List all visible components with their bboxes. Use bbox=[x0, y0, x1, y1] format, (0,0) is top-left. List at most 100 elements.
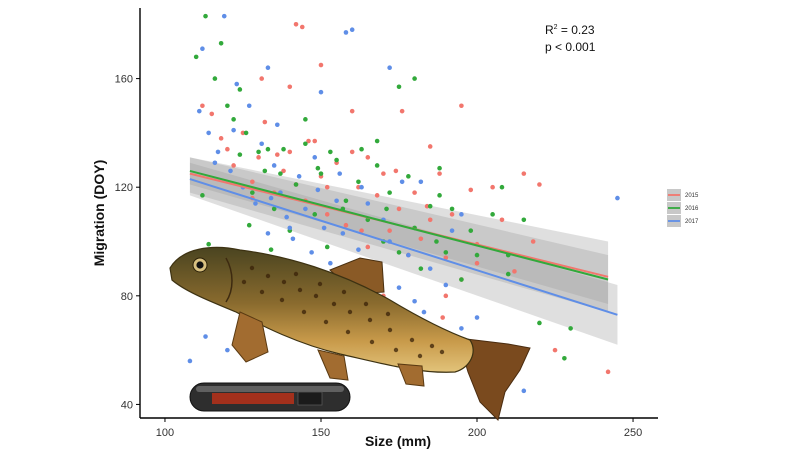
r2-label: R bbox=[545, 23, 554, 37]
point-2017 bbox=[521, 388, 527, 394]
point-2015 bbox=[437, 171, 442, 176]
legend-label-2016: 2016 bbox=[685, 206, 699, 212]
confidence-bands bbox=[189, 157, 618, 345]
point-2017 bbox=[271, 163, 277, 168]
point-2016 bbox=[212, 76, 218, 81]
trout-tail bbox=[457, 337, 531, 421]
x-axis-title: Size (mm) bbox=[365, 433, 431, 449]
point-2016 bbox=[490, 212, 495, 217]
trout-spot bbox=[369, 339, 375, 345]
point-2017 bbox=[318, 89, 324, 95]
point-2015 bbox=[468, 187, 474, 193]
point-2017 bbox=[396, 285, 402, 290]
trout-spot bbox=[281, 279, 287, 285]
point-2016 bbox=[387, 190, 392, 195]
point-2017 bbox=[343, 30, 349, 35]
point-2016 bbox=[396, 250, 402, 255]
point-2017 bbox=[418, 179, 424, 185]
point-2016 bbox=[406, 174, 411, 179]
point-2017 bbox=[196, 108, 202, 114]
trout-spot bbox=[385, 311, 391, 317]
point-2015 bbox=[459, 103, 464, 109]
point-2017 bbox=[246, 103, 252, 109]
point-2017 bbox=[228, 168, 233, 174]
svg-text:R2 = 0.23: R2 = 0.23 bbox=[545, 23, 595, 37]
point-2016 bbox=[418, 266, 424, 271]
scatter-points bbox=[187, 13, 620, 394]
point-2015 bbox=[324, 212, 330, 217]
point-2016 bbox=[437, 165, 442, 171]
legend-label-2017: 2017 bbox=[685, 219, 699, 225]
point-2016 bbox=[315, 165, 321, 171]
trout-spot bbox=[409, 337, 415, 343]
point-2016 bbox=[243, 130, 249, 136]
regression-line-2017 bbox=[189, 178, 618, 316]
point-2016 bbox=[268, 247, 274, 252]
trout-spot bbox=[417, 353, 423, 359]
point-2015 bbox=[275, 152, 280, 157]
point-2015 bbox=[396, 206, 402, 212]
x-tick-label: 100 bbox=[156, 427, 174, 439]
trout-illustration bbox=[169, 246, 531, 421]
trout-pelvic-fin bbox=[317, 349, 349, 381]
point-2017 bbox=[303, 206, 308, 212]
point-2015 bbox=[374, 193, 380, 198]
point-2017 bbox=[312, 155, 318, 160]
trout-spot bbox=[341, 289, 347, 295]
r2-exponent: 2 bbox=[554, 24, 558, 31]
point-2015 bbox=[287, 149, 293, 155]
point-2015 bbox=[418, 236, 424, 242]
point-2016 bbox=[359, 146, 364, 152]
regression-lines bbox=[189, 169, 618, 316]
point-2017 bbox=[459, 326, 464, 331]
legend: 2015 2016 2017 bbox=[667, 189, 699, 227]
y-tick-label: 160 bbox=[115, 74, 133, 86]
point-2017 bbox=[265, 231, 271, 236]
trout-spot bbox=[265, 273, 271, 279]
point-2017 bbox=[268, 195, 274, 201]
point-2016 bbox=[459, 277, 464, 282]
point-2015 bbox=[521, 171, 527, 176]
point-2016 bbox=[356, 179, 361, 185]
y-tick-label: 80 bbox=[121, 291, 133, 303]
trout-spot bbox=[317, 281, 323, 287]
point-2015 bbox=[499, 217, 505, 223]
trout-spot bbox=[313, 293, 319, 299]
point-2017 bbox=[421, 309, 427, 315]
point-2016 bbox=[449, 206, 455, 212]
point-2017 bbox=[443, 282, 449, 288]
point-2015 bbox=[256, 155, 261, 160]
trout-pectoral-fin bbox=[231, 311, 269, 363]
point-2015 bbox=[443, 293, 449, 299]
point-2015 bbox=[312, 138, 318, 144]
point-2015 bbox=[412, 190, 417, 195]
point-2015 bbox=[365, 244, 371, 250]
point-2015 bbox=[306, 138, 311, 144]
trout-spot bbox=[387, 327, 393, 333]
point-2016 bbox=[200, 193, 205, 198]
point-2015 bbox=[259, 76, 264, 81]
point-2016 bbox=[562, 355, 567, 361]
point-2017 bbox=[427, 266, 433, 271]
point-2015 bbox=[359, 228, 364, 233]
point-2016 bbox=[396, 84, 402, 90]
y-tick-label: 120 bbox=[115, 182, 133, 194]
point-2017 bbox=[259, 141, 264, 147]
point-2016 bbox=[324, 244, 330, 250]
x-tick-label: 150 bbox=[312, 427, 330, 439]
trout-pupil bbox=[196, 261, 204, 269]
point-2015 bbox=[349, 108, 355, 114]
point-2016 bbox=[218, 40, 224, 46]
axis-ticks: 100 150 200 250 40 80 120 160 bbox=[115, 74, 643, 439]
x-tick-label: 200 bbox=[468, 427, 486, 439]
point-2017 bbox=[615, 195, 620, 201]
point-2017 bbox=[287, 225, 293, 231]
point-2015 bbox=[512, 269, 517, 274]
point-2017 bbox=[265, 65, 271, 71]
point-2016 bbox=[303, 117, 308, 122]
point-2016 bbox=[521, 217, 527, 223]
point-2016 bbox=[474, 252, 480, 258]
point-2015 bbox=[387, 228, 392, 233]
point-2016 bbox=[281, 146, 286, 152]
